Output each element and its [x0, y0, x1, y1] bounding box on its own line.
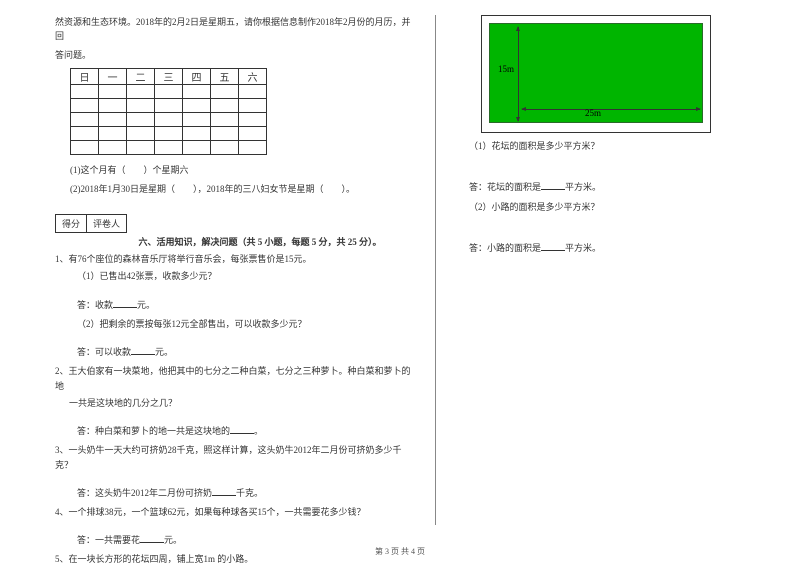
- cal-h-6: 六: [239, 69, 267, 85]
- section-6-title: 六、活用知识，解决问题（共 5 小题，每题 5 分，共 25 分）。: [105, 235, 415, 248]
- cal-h-0: 日: [71, 69, 99, 85]
- green-rect: 15m 25m: [489, 23, 703, 123]
- q3-ans: 答：这头奶牛2012年二月份可挤奶 千克。: [77, 486, 415, 499]
- grader-label: 评卷人: [87, 215, 126, 232]
- right-ans2-suffix: 平方米。: [565, 243, 601, 253]
- dim-arrow-horizontal: [522, 109, 700, 110]
- q2-ans-suffix: 。: [254, 426, 263, 436]
- q3-stem: 3、一头奶牛一天大约可挤奶28千克，照这样计算，这头奶牛2012年二月份可挤奶多…: [55, 443, 415, 472]
- cal-h-4: 四: [183, 69, 211, 85]
- q1-ans2-suffix: 元。: [155, 347, 173, 357]
- q2-stem2: 一共是这块地的几分之几？: [69, 396, 415, 410]
- right-ans1: 答：花坛的面积是 平方米。: [469, 180, 745, 195]
- right-column: 15m 25m （1）花坛的面积是多少平方米？ 答：花坛的面积是平方米。 （2）…: [435, 15, 745, 525]
- right-ans2-label: 答：小路的面积是: [469, 243, 541, 253]
- page-footer: 第 3 页 共 4 页: [0, 546, 800, 557]
- q1-ans1-suffix: 元。: [137, 300, 155, 310]
- cal-h-3: 三: [155, 69, 183, 85]
- dim-arrow-vertical: [518, 27, 519, 121]
- q1-sub1: （1）已售出42张票，收款多少元？: [77, 269, 415, 283]
- q4-ans-suffix: 元。: [164, 535, 182, 545]
- cal-h-2: 二: [127, 69, 155, 85]
- blank[interactable]: [140, 533, 164, 543]
- right-ans1-label: 答：花坛的面积是: [469, 182, 541, 192]
- q3-ans-suffix: 千克。: [236, 488, 263, 498]
- blank[interactable]: [541, 241, 565, 251]
- intro-text-2: 答问题。: [55, 48, 415, 62]
- flowerbed-diagram: 15m 25m: [481, 15, 711, 133]
- q1-ans1: 答：收款 元。: [77, 298, 415, 311]
- q1-ans2: 答：可以收款 元。: [77, 345, 415, 358]
- score-label: 得分: [56, 215, 87, 232]
- intro-text-1: 然资源和生态环境。2018年的2月2日是星期五，请你根据信息制作2018年2月份…: [55, 15, 415, 44]
- q1-stem: 1、有76个座位的森林音乐厅将举行音乐会，每张票售价是15元。: [55, 252, 415, 266]
- q1-sub2: （2）把剩余的票按每张12元全部售出，可以收款多少元？: [77, 317, 415, 331]
- q1-ans1-label: 答：收款: [77, 300, 113, 310]
- right-q2: （2）小路的面积是多少平方米？: [469, 200, 745, 215]
- cal-h-1: 一: [99, 69, 127, 85]
- q2-stem: 2、王大伯家有一块菜地，他把其中的七分之二种白菜，七分之三种萝卜。种白菜和萝卜的…: [55, 364, 415, 393]
- right-ans2: 答：小路的面积是 平方米。: [469, 241, 745, 256]
- calendar-q1: (1)这个月有（ ）个星期六: [70, 163, 415, 177]
- q2-ans: 答：种白菜和萝卜的地一共是这块地的 。: [77, 424, 415, 437]
- q4-ans-label: 答：一共需要花: [77, 535, 140, 545]
- q4-ans: 答：一共需要花 元。: [77, 533, 415, 546]
- q1-ans2-label: 答：可以收款: [77, 347, 131, 357]
- right-q1: （1）花坛的面积是多少平方米？: [469, 139, 745, 154]
- dim-25m: 25m: [585, 108, 601, 118]
- cal-h-5: 五: [211, 69, 239, 85]
- left-column: 然资源和生态环境。2018年的2月2日是星期五，请你根据信息制作2018年2月份…: [55, 15, 435, 525]
- blank[interactable]: [230, 424, 254, 434]
- calendar-table: 日 一 二 三 四 五 六: [70, 68, 267, 155]
- score-box: 得分评卷人: [55, 214, 127, 233]
- right-ans1-suffix: 平方米。: [565, 182, 601, 192]
- blank[interactable]: [131, 345, 155, 355]
- blank[interactable]: [113, 298, 137, 308]
- calendar-q2: (2)2018年1月30日是星期（ ），2018年的三八妇女节是星期（ ）。: [70, 182, 415, 196]
- blank[interactable]: [212, 486, 236, 496]
- dim-15m: 15m: [498, 64, 514, 74]
- q2-ans-label: 答：种白菜和萝卜的地一共是这块地的: [77, 426, 230, 436]
- blank[interactable]: [541, 180, 565, 190]
- q3-ans-label: 答：这头奶牛2012年二月份可挤奶: [77, 488, 212, 498]
- q4-stem: 4、一个排球38元，一个篮球62元，如果每种球各买15个，一共需要花多少钱？: [55, 505, 415, 519]
